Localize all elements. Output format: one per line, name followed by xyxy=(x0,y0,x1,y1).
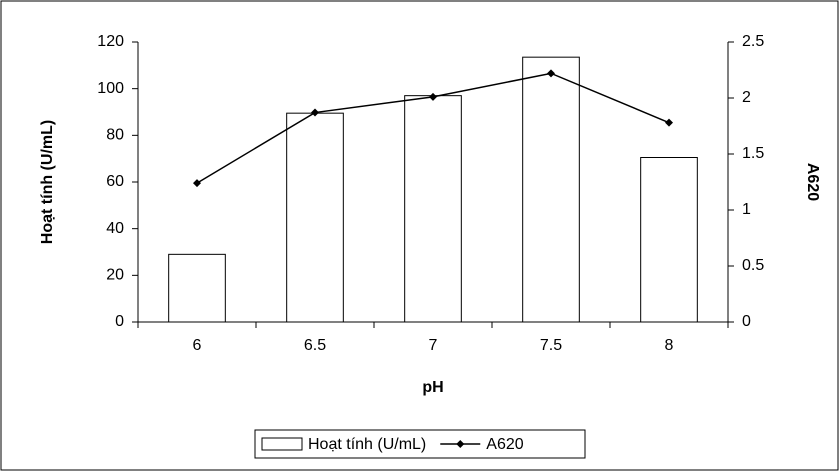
bar xyxy=(168,253,226,323)
marker xyxy=(429,92,437,101)
y-tick-label: 40 xyxy=(106,220,124,237)
marker xyxy=(665,118,673,127)
y2-axis-label: A620 xyxy=(804,163,821,201)
legend-label: Hoạt tính (U/mL) xyxy=(308,436,426,453)
y-axis-label: Hoạt tính (U/mL) xyxy=(39,120,56,244)
y2-tick-label: 2 xyxy=(742,89,751,106)
y-tick-label: 60 xyxy=(106,173,124,190)
y-tick-label: 0 xyxy=(115,313,124,330)
legend-box xyxy=(254,429,586,459)
legend-label: A620 xyxy=(486,436,523,453)
bar xyxy=(640,157,698,323)
y2-tick-label: 0.5 xyxy=(742,257,764,274)
x-tick-label: 6.5 xyxy=(304,337,326,354)
marker xyxy=(547,69,555,78)
y2-tick-label: 0 xyxy=(742,313,751,330)
y2-tick-label: 1 xyxy=(742,201,751,218)
y-tick-label: 100 xyxy=(97,80,124,97)
y-tick-label: 20 xyxy=(106,267,124,284)
legend-swatch xyxy=(456,440,465,448)
x-tick-label: 7.5 xyxy=(540,337,562,354)
y-tick-label: 80 xyxy=(106,127,124,144)
x-tick-label: 6 xyxy=(193,337,202,354)
bar xyxy=(522,56,580,323)
x-tick-label: 8 xyxy=(665,337,674,354)
legend-swatch xyxy=(261,437,303,451)
y2-tick-label: 2.5 xyxy=(742,33,764,50)
y-tick-label: 120 xyxy=(97,33,124,50)
x-tick-label: 7 xyxy=(429,337,438,354)
bar xyxy=(404,95,462,323)
x-axis-label: pH xyxy=(422,379,443,396)
marker xyxy=(311,108,319,117)
bar xyxy=(286,112,344,323)
y2-tick-label: 1.5 xyxy=(742,145,764,162)
marker xyxy=(193,179,201,188)
